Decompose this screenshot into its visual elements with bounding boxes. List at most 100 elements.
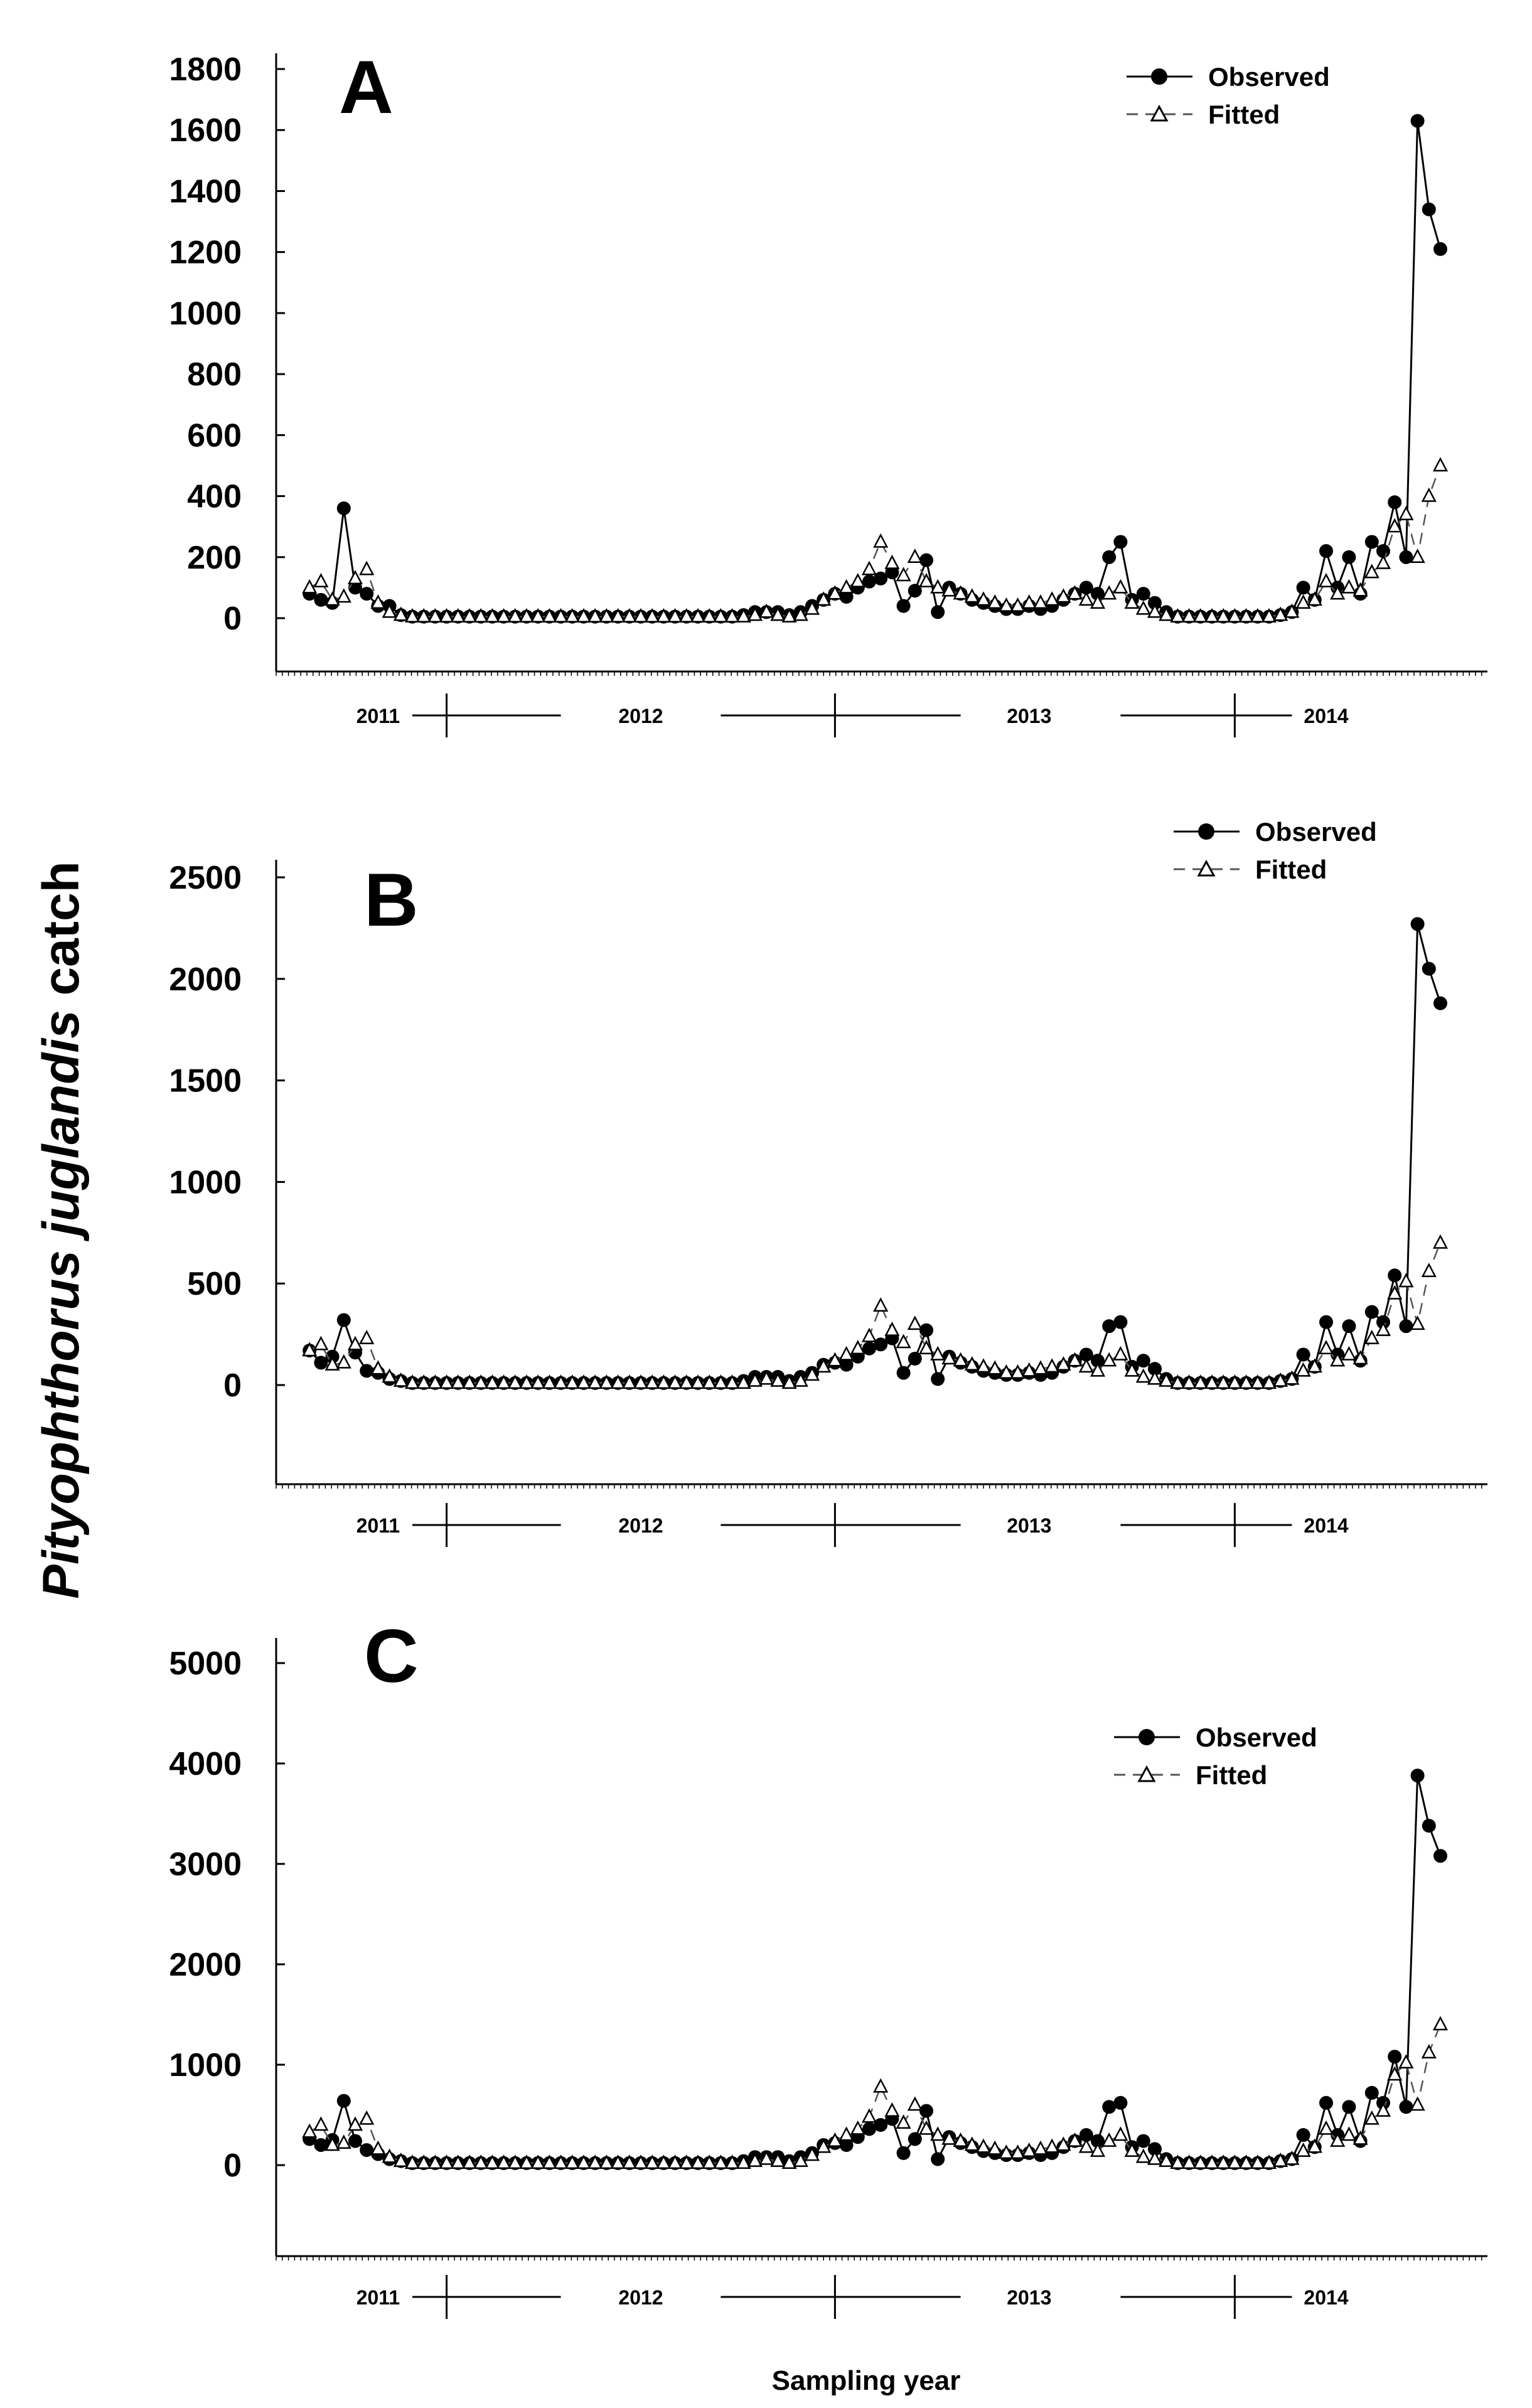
fitted-point (450, 1374, 466, 1389)
fitted-point (473, 607, 489, 623)
observed-point (1102, 1319, 1117, 1334)
fitted-point (313, 1335, 329, 1351)
legend-observed-label: Observed (1255, 817, 1377, 847)
fitted-point (678, 2154, 694, 2170)
fitted-point (1341, 2126, 1357, 2141)
fitted-point (838, 2126, 854, 2141)
panel-b: B Observed Fitted 0 500 1000 1500 2000 2500 20… (169, 817, 1487, 1547)
fitted-point (1021, 594, 1037, 609)
observed-point (336, 501, 351, 515)
year-label: 2011 (356, 705, 400, 727)
y-tick-label: 1200 (169, 235, 242, 271)
fitted-point (347, 570, 363, 585)
y-tick-label: 500 (187, 1266, 242, 1302)
fitted-point (336, 588, 351, 603)
fitted-point (427, 607, 443, 623)
fitted-point (896, 2114, 911, 2129)
fitted-point (1398, 2054, 1414, 2069)
fitted-point (975, 591, 992, 606)
fitted-point (370, 1360, 386, 1375)
legend-b: Observed Fitted (1174, 817, 1377, 884)
fitted-point (1159, 606, 1174, 621)
fitted-point (907, 1315, 923, 1330)
fitted-point (1113, 2126, 1128, 2141)
observed-point (1410, 1769, 1425, 1783)
fitted-point (1432, 1234, 1449, 1249)
observed-point (1102, 2100, 1117, 2114)
fitted-point (1387, 1285, 1403, 1300)
observed-point (1148, 1362, 1162, 1376)
fitted-point (1090, 594, 1106, 609)
fitted-point (1261, 607, 1277, 623)
observed-point (896, 2146, 911, 2160)
fitted-point (564, 2154, 580, 2170)
fitted-point (987, 1360, 1003, 1375)
fitted-point (1067, 2132, 1083, 2147)
fitted-point (838, 579, 854, 594)
observed-point (919, 2104, 933, 2118)
fitted-point (861, 2108, 877, 2123)
fitted-point (804, 600, 820, 615)
y-tick-label: 1400 (169, 173, 242, 210)
observed-point (1388, 1268, 1402, 1283)
fitted-point (473, 2154, 489, 2170)
fitted-point (713, 607, 729, 623)
fitted-point (302, 1342, 318, 1357)
fitted-point (1398, 506, 1414, 520)
observed-point (1433, 242, 1447, 256)
y-tick-label: 800 (187, 356, 242, 393)
fitted-point (1284, 1370, 1300, 1385)
fitted-point (1318, 1340, 1334, 1355)
observed-point (1113, 535, 1128, 549)
fitted-point (896, 1334, 911, 1349)
observed-point (1319, 2095, 1333, 2110)
fitted-point (530, 2154, 546, 2170)
fitted-point (1021, 2142, 1037, 2157)
fitted-point (393, 2152, 409, 2167)
fitted-point (496, 607, 512, 623)
fitted-point (884, 554, 900, 569)
fitted-point (450, 2154, 466, 2170)
fitted-point (439, 1374, 454, 1389)
fitted-point (1181, 607, 1197, 623)
fitted-point (999, 1364, 1014, 1379)
fitted-point (633, 2154, 649, 2170)
y-tick-label: 1500 (169, 1063, 242, 1100)
y-tick-label: 1600 (169, 112, 242, 149)
fitted-point (1147, 1370, 1163, 1385)
fitted-point (587, 607, 603, 623)
fitted-point (1056, 588, 1071, 603)
fitted-point (473, 1374, 489, 1389)
observed-point (862, 1341, 876, 1356)
observed-point (1136, 1354, 1150, 1368)
observed-point (1342, 1319, 1356, 1334)
y-tick-label: 600 (187, 417, 242, 454)
fitted-point (621, 2154, 637, 2170)
fitted-point (827, 2132, 843, 2147)
fitted-point (964, 2136, 980, 2151)
fitted-point (1284, 2150, 1300, 2165)
fitted-point (953, 585, 968, 600)
fitted-point (530, 607, 546, 623)
fitted-point (781, 2154, 797, 2170)
fitted-point (702, 607, 717, 623)
observed-point (839, 1357, 854, 1372)
observed-point (908, 2132, 922, 2146)
y-axis-title-species: Pityophthorus juglandis (33, 1010, 90, 1598)
fitted-point (759, 1370, 774, 1385)
fitted-point (1398, 1273, 1414, 1288)
observed-point (1342, 550, 1356, 564)
fitted-point (1410, 2096, 1425, 2111)
fitted-point (747, 1372, 763, 1387)
year-label: 2014 (1304, 1514, 1348, 1537)
fitted-point (485, 607, 500, 623)
fitted-point (1032, 594, 1049, 609)
observed-point (314, 592, 328, 607)
observed-point (1422, 1819, 1436, 1833)
fitted-point (1192, 607, 1208, 623)
fitted-point (1135, 2148, 1151, 2163)
y-tick-label: 5000 (169, 1645, 242, 1682)
fitted-point (1113, 1346, 1128, 1361)
fitted-point (873, 1297, 889, 1312)
fitted-point (518, 1374, 535, 1389)
